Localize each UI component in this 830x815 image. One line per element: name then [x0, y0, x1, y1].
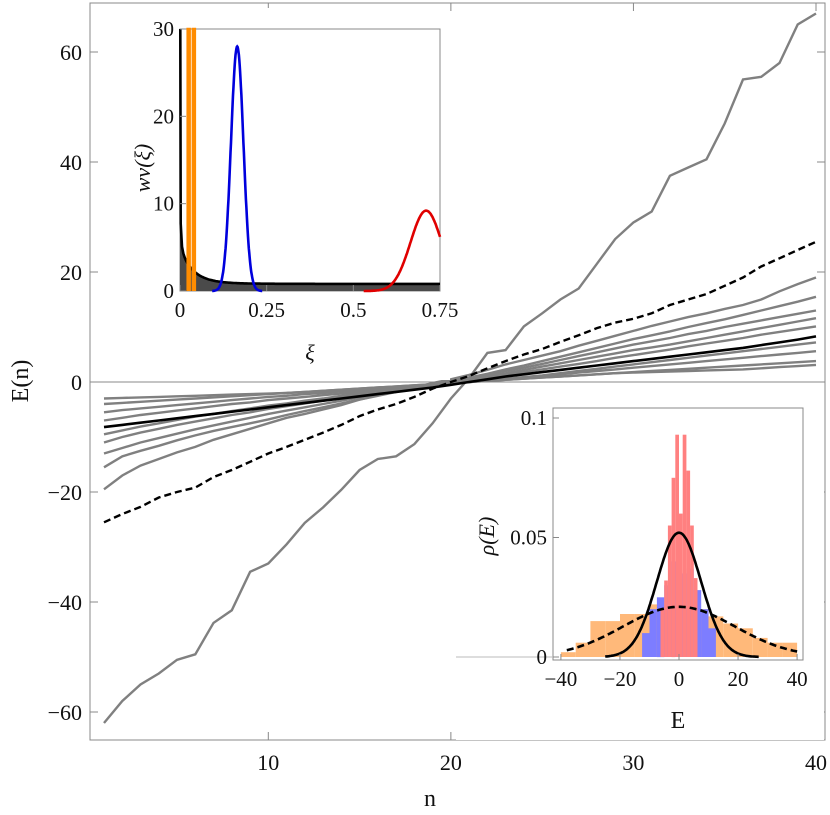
y-tick-label: −60	[48, 700, 82, 725]
w-x-tick-label: 0.75	[422, 298, 459, 322]
rho-x-tick-label: −20	[604, 667, 637, 691]
inset-rho-plot: −40 −20 0 20 40 0 0.05 0.1 ρ(E) E	[456, 400, 824, 740]
x-tick-label: 40	[805, 750, 827, 775]
y-tick-label: 0	[71, 370, 82, 395]
y-tick-label: 60	[60, 40, 82, 65]
w-x-tick-label: 0	[175, 298, 186, 322]
inset-rho-frame	[552, 407, 804, 661]
hist-bar-blue	[642, 633, 650, 657]
inset-w-ticks: 0 0.25 0.5 0.75 0 10 20 30	[153, 17, 458, 322]
inset-rho-bars	[560, 434, 798, 658]
y-tick-label: −20	[48, 480, 82, 505]
rho-y-tick-label: 0.05	[510, 526, 547, 550]
hist-bar-orange	[738, 628, 753, 657]
hist-bar-red	[679, 513, 683, 657]
w-y-tick-label: 30	[153, 17, 174, 41]
hist-bar-orange	[752, 637, 768, 657]
main-y-label: E(n)	[8, 360, 34, 403]
rho-x-tick-label: −40	[544, 667, 577, 691]
density-curve-solid	[605, 531, 759, 659]
w-y-tick-label: 10	[153, 192, 174, 216]
orange-spike	[191, 27, 197, 291]
inset-w-y-label: wν(ξ)	[130, 144, 155, 193]
rho-x-tick-label: 20	[728, 667, 749, 691]
hist-bar-red	[667, 525, 672, 657]
hist-bar-red	[671, 477, 676, 658]
hist-bar-red	[690, 525, 694, 657]
inset-w-x-label: ξ	[305, 340, 315, 365]
rho-y-tick-label: 0.1	[521, 406, 547, 430]
hist-bar-blue	[649, 609, 657, 657]
inset-w-curves	[179, 27, 442, 293]
w-y-tick-label: 20	[153, 104, 174, 128]
series-line-11	[103, 335, 817, 429]
hist-bar-blue	[708, 628, 716, 657]
rho-x-tick-label: 0	[674, 667, 685, 691]
rho-y-tick-label: 0	[537, 645, 548, 669]
hist-bar-red	[664, 580, 668, 657]
hist-bar-orange	[767, 642, 783, 657]
rho-x-tick-label: 40	[787, 667, 808, 691]
w-x-tick-label: 0.25	[248, 298, 285, 322]
density-curve-dashed	[566, 605, 798, 653]
hist-bar-red	[686, 470, 691, 657]
peak-curve-2	[212, 44, 263, 293]
main-ticks: 10 20 30 40 −60 −40 −20 0 20 40 60	[48, 3, 827, 775]
inset-rho-background	[456, 400, 824, 740]
main-series-group	[103, 12, 817, 724]
main-plot: 10 20 30 40 −60 −40 −20 0 20 40 60 E(n) n	[8, 2, 827, 812]
inset-rho-curves	[566, 531, 798, 659]
x-tick-label: 20	[440, 750, 462, 775]
hist-bar-orange	[560, 652, 576, 657]
series-line-0	[103, 12, 817, 724]
hist-bar-orange	[605, 621, 620, 657]
hist-bar-blue	[701, 609, 709, 657]
w-x-tick-label: 0.5	[340, 298, 366, 322]
y-tick-label: 20	[60, 260, 82, 285]
inset-w-background	[100, 8, 450, 380]
x-tick-label: 10	[257, 750, 279, 775]
hist-bar-red	[693, 578, 698, 657]
hist-bar-orange	[782, 642, 798, 657]
hist-bar-red	[660, 609, 665, 657]
hist-bar-red	[675, 434, 679, 657]
inset-rho-x-label: E	[671, 708, 686, 734]
y-tick-label: −40	[48, 590, 82, 615]
x-tick-label: 30	[622, 750, 644, 775]
hist-bar-orange	[723, 623, 739, 657]
decay-curve	[179, 28, 440, 286]
hist-bar-red	[682, 434, 687, 657]
inset-rho-ticks: −40 −20 0 20 40 0 0.05 0.1	[510, 406, 807, 691]
peak-curve-3	[363, 209, 442, 293]
main-x-label: n	[424, 786, 436, 812]
y-tick-label: 40	[60, 150, 82, 175]
orange-spike	[186, 27, 191, 291]
inset-w-plot: 0 0.25 0.5 0.75 0 10 20 30 wν(ξ) ξ	[100, 8, 458, 380]
inset-rho-y-label: ρ(E)	[474, 517, 499, 557]
w-y-tick-label: 0	[164, 279, 175, 303]
series-line-2	[103, 276, 817, 491]
